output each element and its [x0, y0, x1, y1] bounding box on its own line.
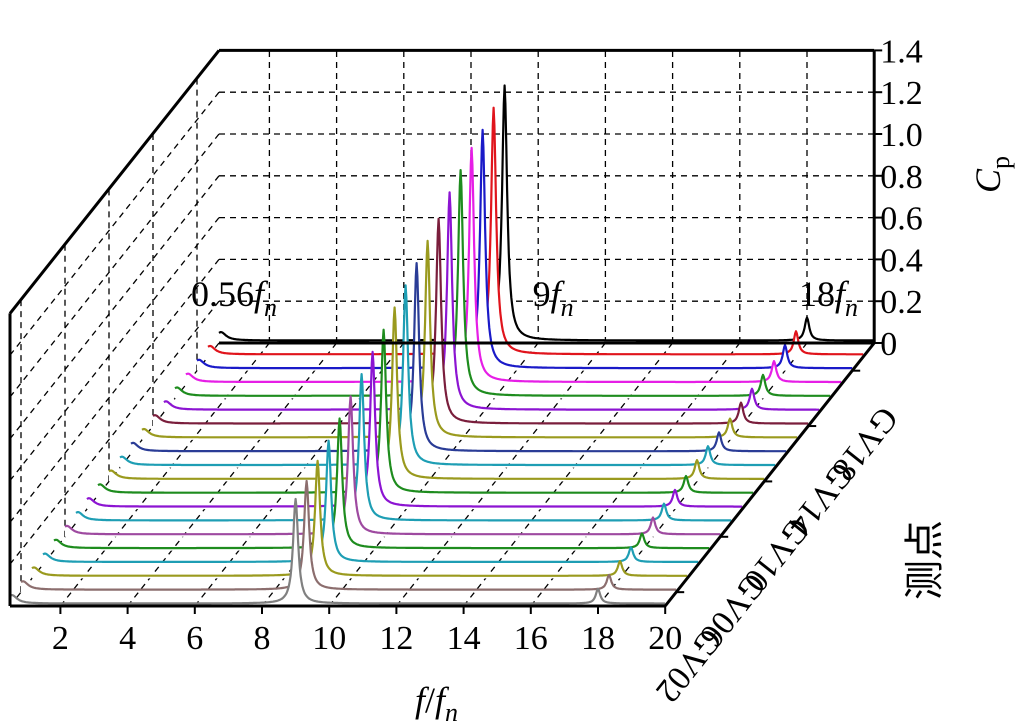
x-tick-label: 2	[52, 620, 69, 657]
y-tick-label: 0.8	[880, 159, 923, 196]
series-line	[163, 191, 820, 411]
series-line	[75, 373, 732, 522]
peak-annotation: 9fn	[533, 274, 574, 322]
series-line	[42, 439, 699, 563]
peak-annotations: 0.56fn 9fn 18fn	[191, 274, 858, 322]
series-line	[196, 128, 853, 370]
x-tick-label: 20	[648, 620, 682, 657]
left-grid-h	[9, 175, 220, 440]
y-tick-label: 0.2	[880, 284, 923, 321]
y-tick-labels: 0 0.2 0.4 0.6 0.8 1.0 1.2 1.4	[874, 33, 923, 363]
left-grid-h	[9, 133, 220, 398]
x-tick-label: 14	[447, 620, 481, 657]
y-tick-label: 0.6	[880, 201, 923, 238]
series-line	[108, 306, 765, 480]
y-axis-title: Cp	[968, 156, 1015, 193]
series-line	[53, 417, 710, 550]
frame-edge	[8, 49, 221, 315]
y-tick-label: 1.4	[880, 33, 923, 70]
series-line	[130, 262, 787, 453]
series-line	[86, 350, 743, 508]
series-line	[9, 497, 666, 605]
series-line	[64, 395, 721, 536]
series-line	[141, 239, 798, 439]
x-tick-label: 16	[514, 620, 548, 657]
series-line	[152, 217, 809, 425]
peak-annotation: 0.56fn	[191, 274, 277, 322]
svg-text:测点: 测点	[902, 520, 947, 600]
frame-layer	[8, 48, 876, 608]
y-tick-label: 1.0	[880, 117, 923, 154]
series-layer	[9, 84, 875, 606]
series-line	[174, 169, 831, 397]
z-axis-title: 测点	[902, 520, 947, 600]
left-grid-h	[9, 91, 220, 356]
x-axis-title: f/fn	[415, 680, 458, 721]
series-fill	[208, 107, 864, 357]
series-line	[218, 84, 875, 342]
x-tick-label: 4	[119, 620, 136, 657]
x-tick-label: 18	[581, 620, 615, 657]
y-tick-label: 1.2	[880, 75, 923, 112]
x-tick-labels: 2 4 6 8 10 12 14 16 18 20	[52, 606, 682, 657]
left-grid-h	[9, 258, 220, 523]
x-tick-label: 10	[312, 620, 346, 657]
y-tick-label: 0	[880, 326, 897, 363]
x-tick-label: 6	[186, 620, 203, 657]
series-line	[31, 459, 688, 577]
x-tick-label: 12	[379, 620, 413, 657]
series-line	[207, 106, 864, 356]
series-line	[119, 284, 776, 467]
series-line	[97, 328, 754, 494]
frame-edge	[664, 342, 876, 607]
x-tick-label: 8	[254, 620, 271, 657]
svg-text:Cp: Cp	[968, 156, 1015, 193]
y-tick-label: 0.4	[880, 242, 923, 279]
left-grid-h	[9, 217, 220, 482]
left-grid-h	[9, 300, 220, 565]
series-line	[20, 479, 677, 591]
series-line	[185, 146, 842, 384]
peak-annotation: 18fn	[799, 274, 858, 322]
